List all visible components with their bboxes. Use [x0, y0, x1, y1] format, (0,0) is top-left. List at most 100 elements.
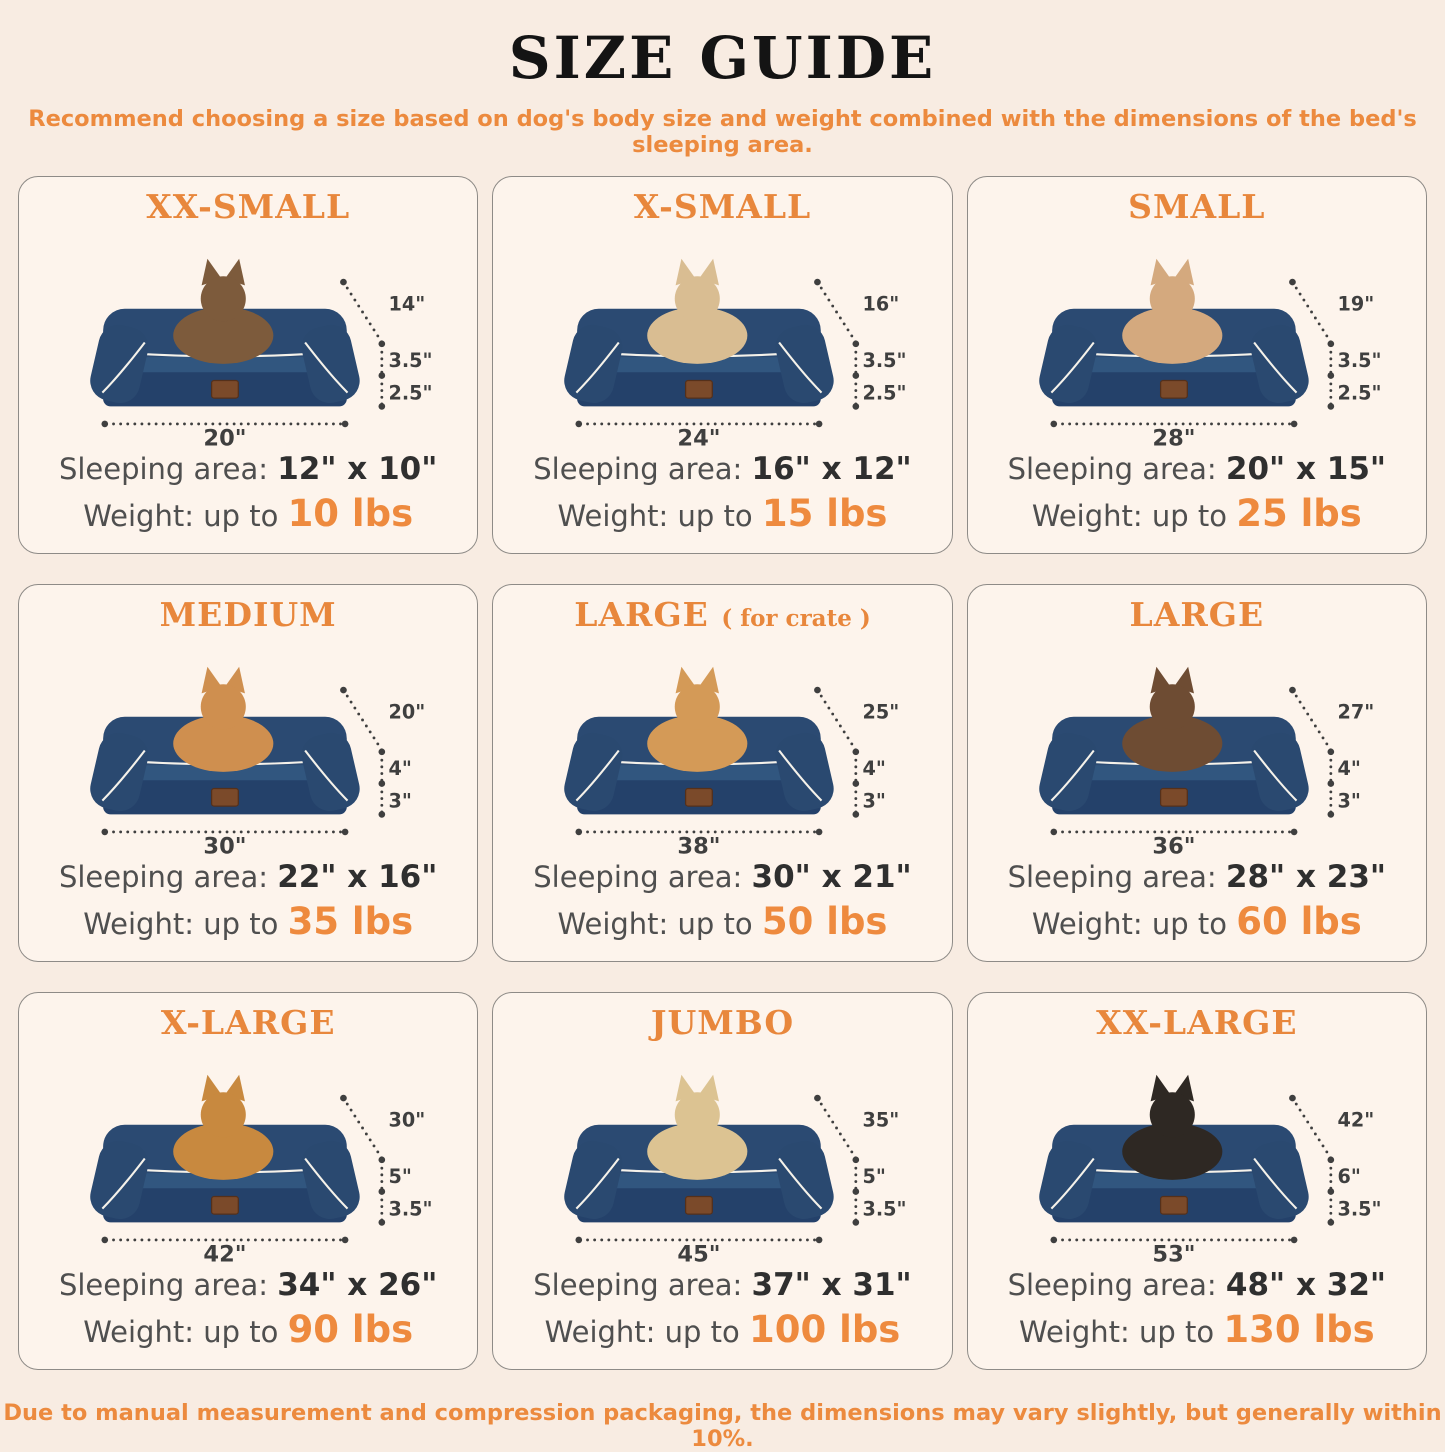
- size-title: X-LARGE: [161, 1004, 336, 1041]
- weight-value: 25 lbs: [1236, 492, 1362, 536]
- weight-line: Weight: up to 60 lbs: [1032, 898, 1362, 947]
- bed-size-diagram: 25" 4" 3" 38": [558, 667, 899, 857]
- bed-depth-label: 35": [863, 1109, 900, 1132]
- bed-width-label: 24": [678, 426, 721, 449]
- sleeping-area-line: Sleeping area: 12" x 10": [59, 449, 437, 490]
- page-title: SIZE GUIDE: [508, 24, 937, 92]
- size-name: LARGE: [1129, 595, 1265, 634]
- size-name: X-SMALL: [633, 187, 812, 226]
- weight-value: 15 lbs: [761, 492, 888, 536]
- size-title: X-SMALL: [633, 187, 812, 226]
- bolster-height-label: 4": [1337, 757, 1360, 780]
- weight-label: Weight: up to: [1031, 907, 1228, 942]
- bed-depth-label: 16": [863, 293, 900, 316]
- page-subtitle: Recommend choosing a size based on dog's…: [28, 106, 1417, 158]
- size-title: XX-SMALL: [146, 188, 350, 225]
- sleeping-area-label: Sleeping area:: [58, 452, 268, 487]
- bed-depth-label: 30": [388, 1109, 425, 1132]
- weight-value: 35 lbs: [287, 900, 414, 944]
- sleeping-area-line: Sleeping area: 37" x 31": [533, 1265, 911, 1306]
- sleeping-area-value: 37" x 31": [751, 1267, 912, 1304]
- bolster-height-label: 5": [388, 1165, 411, 1188]
- size-name: XX-LARGE: [1096, 1003, 1298, 1042]
- bolster-height-label: 4": [388, 757, 411, 780]
- bed-width-label: 38": [678, 834, 721, 857]
- base-height-label: 3": [863, 790, 886, 813]
- sleeping-area-line: Sleeping area: 34" x 26": [59, 1265, 437, 1306]
- page-footnote: Due to manual measurement and compressio…: [3, 1400, 1442, 1452]
- bed-depth-label: 19": [1337, 293, 1374, 316]
- sleeping-area-label: Sleeping area:: [1007, 1268, 1217, 1303]
- weight-value: 90 lbs: [287, 1308, 414, 1352]
- sleeping-area-line: Sleeping area: 20" x 15": [1008, 449, 1386, 490]
- bolster-height-label: 3.5": [388, 349, 432, 372]
- sleeping-area-value: 22" x 16": [277, 859, 438, 896]
- bed-size-diagram: 35" 5" 3.5" 45": [558, 1075, 907, 1265]
- weight-label: Weight: up to: [83, 1315, 279, 1350]
- size-card-x-small: X-SMALL 16" 3.5" 2.5" 24" Sleeping area:…: [492, 176, 953, 554]
- size-title: XX-LARGE: [1096, 1003, 1298, 1042]
- size-name: JUMBO: [650, 1003, 795, 1042]
- weight-label: Weight: up to: [1031, 499, 1228, 534]
- sleeping-area-label: Sleeping area:: [533, 860, 743, 895]
- bolster-height-label: 3.5": [863, 349, 907, 372]
- bolster-height-label: 6": [1337, 1165, 1360, 1188]
- bed-size-diagram: 20" 4" 3" 30": [84, 667, 425, 857]
- base-height-label: 2.5": [1337, 382, 1381, 405]
- bed-width-label: 28": [1152, 426, 1195, 449]
- bed-width-label: 53": [1152, 1242, 1195, 1265]
- weight-line: Weight: up to 130 lbs: [1019, 1306, 1375, 1355]
- size-title: MEDIUM: [159, 595, 337, 634]
- weight-value: 50 lbs: [761, 900, 888, 944]
- base-height-label: 2.5": [863, 382, 907, 405]
- base-height-label: 3.5": [388, 1198, 432, 1221]
- size-card-x-large: X-LARGE 30" 5" 3.5" 42" Sleeping area: 3…: [18, 992, 479, 1370]
- sleeping-area-line: Sleeping area: 48" x 32": [1008, 1265, 1386, 1306]
- sleeping-area-value: 28" x 23": [1225, 859, 1387, 896]
- size-name: SMALL: [1128, 187, 1266, 226]
- size-title: LARGE ( for crate ): [574, 595, 871, 634]
- sleeping-area-label: Sleeping area:: [533, 1268, 743, 1303]
- sleeping-area-value: 34" x 26": [277, 1267, 438, 1304]
- bed-width-label: 42": [203, 1242, 246, 1265]
- base-height-label: 3": [1337, 790, 1360, 813]
- weight-value: 60 lbs: [1236, 900, 1362, 944]
- sleeping-area-label: Sleeping area:: [1007, 860, 1217, 895]
- weight-label: Weight: up to: [544, 1315, 740, 1350]
- bolster-height-label: 4": [863, 757, 886, 780]
- sleeping-area-label: Sleeping area:: [58, 860, 268, 895]
- size-name: MEDIUM: [159, 595, 337, 634]
- weight-value: 10 lbs: [287, 492, 414, 536]
- sleeping-area-line: Sleeping area: 28" x 23": [1008, 857, 1386, 898]
- size-name: LARGE: [574, 595, 709, 634]
- bed-width-label: 45": [678, 1242, 721, 1265]
- size-title: JUMBO: [650, 1003, 795, 1042]
- base-height-label: 3.5": [1337, 1198, 1381, 1221]
- sleeping-area-label: Sleeping area:: [533, 452, 743, 487]
- size-card-xx-large: XX-LARGE 42" 6" 3.5" 53" Sleeping area: …: [966, 992, 1427, 1370]
- size-grid: XX-SMALL 14" 3.5" 2.5" 20" Sleeping area…: [0, 176, 1445, 1370]
- weight-line: Weight: up to 90 lbs: [83, 1306, 413, 1355]
- weight-line: Weight: up to 35 lbs: [83, 898, 413, 947]
- weight-line: Weight: up to 25 lbs: [1032, 490, 1362, 539]
- size-card-medium: MEDIUM 20" 4" 3" 30" Sleeping area: 22" …: [18, 584, 479, 962]
- weight-line: Weight: up to 50 lbs: [558, 898, 888, 947]
- bed-width-label: 30": [203, 834, 246, 857]
- base-height-label: 2.5": [388, 382, 432, 405]
- weight-label: Weight: up to: [557, 907, 753, 942]
- sleeping-area-value: 30" x 21": [751, 859, 912, 896]
- size-card-small: SMALL 19" 3.5" 2.5" 28" Sleeping area: 2…: [966, 176, 1427, 554]
- weight-line: Weight: up to 100 lbs: [545, 1306, 901, 1355]
- bed-width-label: 36": [1152, 834, 1195, 857]
- weight-value: 100 lbs: [749, 1308, 901, 1352]
- weight-label: Weight: up to: [83, 499, 279, 534]
- sleeping-area-value: 20" x 15": [1225, 451, 1387, 488]
- bed-width-label: 20": [203, 426, 246, 449]
- bed-depth-label: 14": [388, 293, 425, 316]
- weight-label: Weight: up to: [83, 907, 279, 942]
- bolster-height-label: 5": [863, 1165, 886, 1188]
- size-title: LARGE: [1129, 595, 1265, 634]
- sleeping-area-value: 48" x 32": [1225, 1267, 1387, 1304]
- sleeping-area-label: Sleeping area:: [1007, 452, 1217, 487]
- sleeping-area-line: Sleeping area: 16" x 12": [533, 449, 911, 490]
